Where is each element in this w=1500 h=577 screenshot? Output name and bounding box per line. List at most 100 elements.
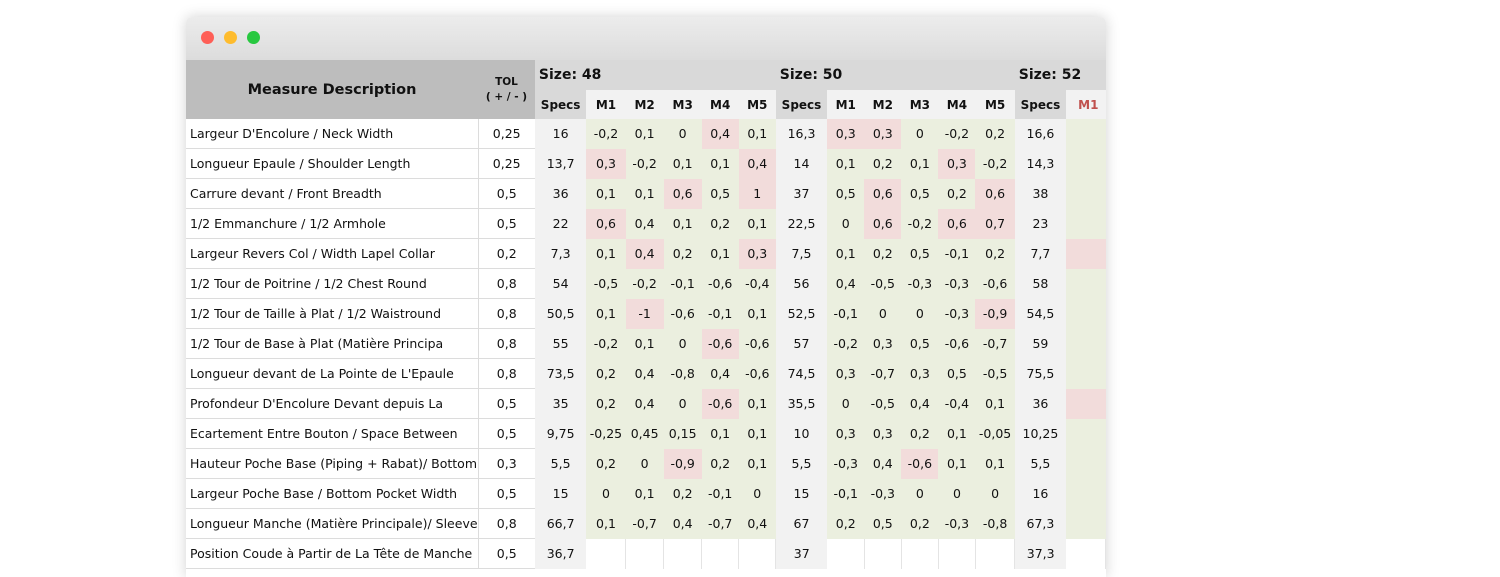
spec-value[interactable]: 52,5 [775, 298, 828, 329]
measurement-cell[interactable]: -0,6 [663, 298, 702, 329]
measurement-cell[interactable]: 0,4 [625, 388, 664, 419]
measurement-cell[interactable]: 0,1 [938, 448, 976, 479]
measurement-cell-clipped[interactable] [1066, 298, 1106, 329]
measurement-cell[interactable]: 0,2 [663, 478, 702, 509]
measurement-cell[interactable]: -0,9 [975, 298, 1015, 329]
measurement-cell[interactable]: 0,2 [701, 448, 739, 479]
measurement-cell[interactable]: 0,3 [901, 358, 939, 389]
measurement-cell[interactable]: 0,3 [738, 238, 776, 269]
measurement-cell[interactable]: 0,1 [975, 388, 1015, 419]
measurement-cell[interactable]: 0,1 [586, 238, 626, 269]
measurement-cell[interactable]: 0,1 [701, 238, 739, 269]
measurement-cell[interactable]: 0,6 [975, 178, 1015, 209]
measurement-cell[interactable]: -0,3 [938, 298, 976, 329]
measure-description[interactable]: Hauteur Poche Base (Piping + Rabat)/ Bot… [186, 448, 479, 479]
spec-value[interactable]: 38 [1014, 178, 1067, 209]
measurement-cell[interactable]: 0,2 [586, 388, 626, 419]
measurement-cell[interactable]: 0 [663, 119, 702, 149]
measure-description[interactable]: 1/2 Tour de Taille à Plat / 1/2 Waistrou… [186, 298, 479, 329]
measurement-cell[interactable]: -0,9 [663, 448, 702, 479]
measurement-cell-clipped[interactable] [1066, 418, 1106, 449]
measurement-cell[interactable]: 0,1 [738, 119, 776, 149]
measurement-cell[interactable]: 0,1 [738, 448, 776, 479]
measurement-cell[interactable]: 0,2 [701, 208, 739, 239]
measurement-cell[interactable]: -0,5 [975, 358, 1015, 389]
measurement-cell[interactable]: 0,6 [938, 208, 976, 239]
measurement-cell[interactable]: 0,1 [827, 148, 865, 179]
measurement-cell[interactable]: 0,1 [625, 178, 664, 209]
measurement-cell[interactable]: 0,6 [864, 178, 902, 209]
spec-value[interactable]: 7,5 [775, 238, 828, 269]
measurement-cell[interactable]: -0,4 [738, 268, 776, 299]
spec-value[interactable]: 5,5 [775, 448, 828, 479]
measurement-cell[interactable]: 0,4 [663, 508, 702, 539]
measurement-cell[interactable]: 0 [901, 119, 939, 149]
spec-value[interactable]: 14 [775, 148, 828, 179]
measure-description[interactable]: Longueur Manche (Matière Principale)/ Sl… [186, 508, 479, 539]
measurement-cell[interactable]: 0 [901, 478, 939, 509]
measurement-cell[interactable]: -0,6 [938, 328, 976, 359]
measurement-cell[interactable]: -1 [625, 298, 664, 329]
measurement-cell[interactable]: 0,45 [625, 418, 664, 449]
measurement-cell[interactable]: -0,8 [663, 358, 702, 389]
measurement-cell[interactable]: 0,2 [938, 178, 976, 209]
measurement-cell-clipped[interactable] [1066, 508, 1106, 539]
measurement-cell[interactable]: 0,3 [827, 119, 865, 149]
spec-value[interactable]: 57 [775, 328, 828, 359]
measurement-cell[interactable]: -0,6 [701, 268, 739, 299]
spec-value[interactable]: 56 [775, 268, 828, 299]
measurement-cell[interactable]: 0,1 [625, 478, 664, 509]
tolerance-value[interactable]: 0,25 [478, 148, 535, 179]
measurement-cell[interactable]: 0,1 [738, 418, 776, 449]
measurement-cell[interactable]: 0,1 [663, 148, 702, 179]
measurement-cell[interactable] [663, 538, 703, 569]
spec-value[interactable]: 50,5 [534, 298, 587, 329]
minimize-button[interactable] [224, 31, 237, 44]
measurement-cell[interactable]: 0,2 [663, 238, 702, 269]
measurement-cell[interactable]: 0 [625, 448, 664, 479]
spec-value[interactable]: 14,3 [1014, 148, 1067, 179]
measurement-cell[interactable]: -0,3 [827, 448, 865, 479]
measure-description[interactable]: Longueur Epaule / Shoulder Length [186, 148, 479, 179]
measurement-cell[interactable]: 0 [975, 478, 1015, 509]
measurement-cell[interactable]: 0,3 [864, 119, 902, 149]
spec-value[interactable]: 37 [775, 538, 828, 569]
measure-description[interactable]: Largeur Revers Col / Width Lapel Collar [186, 238, 479, 269]
measurement-cell[interactable]: 0,3 [827, 418, 865, 449]
measurement-cell[interactable]: 0,1 [738, 388, 776, 419]
measurement-cell[interactable]: -0,1 [701, 298, 739, 329]
measurement-cell[interactable]: 0 [827, 388, 865, 419]
measurement-cell[interactable]: -0,5 [586, 268, 626, 299]
measurement-cell[interactable]: -0,7 [975, 328, 1015, 359]
measurement-cell[interactable]: 0,1 [701, 418, 739, 449]
spec-value[interactable]: 67,3 [1014, 508, 1067, 539]
spec-value[interactable]: 59 [1014, 328, 1067, 359]
spec-value[interactable]: 36 [1014, 388, 1067, 419]
spec-value[interactable]: 36 [534, 178, 587, 209]
spec-value[interactable]: 73,5 [534, 358, 587, 389]
measurement-cell[interactable]: -0,7 [625, 508, 664, 539]
spec-value[interactable]: 15 [534, 478, 587, 509]
spec-value[interactable]: 23 [1014, 208, 1067, 239]
measure-description[interactable]: Largeur Poche Base / Bottom Pocket Width [186, 478, 479, 509]
measurement-cell[interactable]: -0,7 [864, 358, 902, 389]
measurement-cell-clipped[interactable] [1066, 538, 1106, 569]
measurement-cell[interactable]: -0,6 [901, 448, 939, 479]
measurement-cell[interactable] [938, 538, 976, 569]
measurement-cell-clipped[interactable] [1066, 178, 1106, 209]
measurement-cell[interactable]: 0,1 [738, 298, 776, 329]
spec-value[interactable]: 67 [775, 508, 828, 539]
measure-description[interactable]: Largeur D'Encolure / Neck Width [186, 119, 479, 149]
spec-value[interactable]: 35 [534, 388, 587, 419]
measurement-cell[interactable]: 0,3 [586, 148, 626, 179]
measurement-cell[interactable]: -0,4 [938, 388, 976, 419]
measurement-cell[interactable]: 0,15 [663, 418, 702, 449]
measurement-cell[interactable] [738, 538, 777, 569]
spec-value[interactable]: 55 [534, 328, 587, 359]
measurement-cell[interactable]: 0,4 [701, 358, 739, 389]
tolerance-value[interactable]: 0,5 [478, 208, 535, 239]
measurement-cell[interactable]: 0,3 [827, 358, 865, 389]
measurement-cell[interactable]: 0,2 [827, 508, 865, 539]
measurement-cell[interactable]: -0,1 [938, 238, 976, 269]
measurement-cell-clipped[interactable] [1066, 358, 1106, 389]
